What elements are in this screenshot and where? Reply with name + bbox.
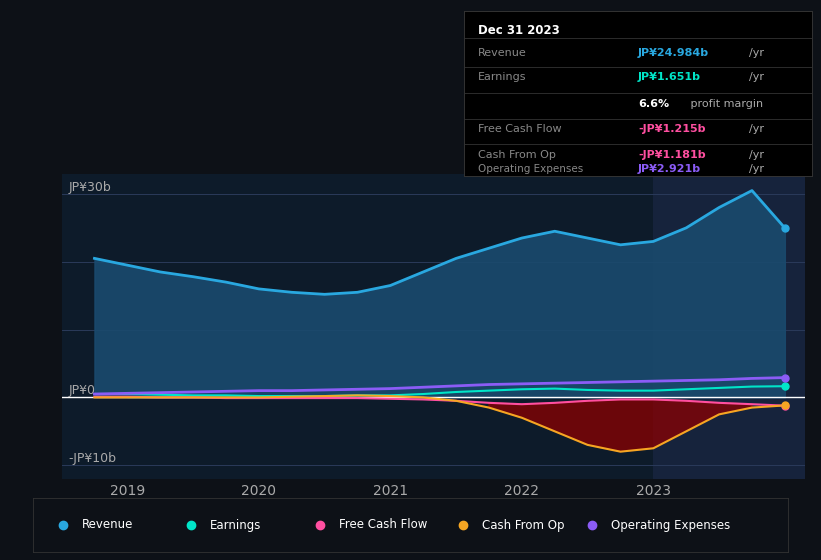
Text: Free Cash Flow: Free Cash Flow [478, 124, 562, 134]
Text: JP¥24.984b: JP¥24.984b [638, 48, 709, 58]
Text: Operating Expenses: Operating Expenses [611, 519, 730, 531]
Text: JP¥30b: JP¥30b [68, 181, 111, 194]
Text: -JP¥1.215b: -JP¥1.215b [638, 124, 705, 134]
Text: Revenue: Revenue [478, 48, 526, 58]
Text: /yr: /yr [750, 164, 764, 174]
Text: Operating Expenses: Operating Expenses [478, 164, 583, 174]
Text: profit margin: profit margin [686, 99, 763, 109]
Text: Earnings: Earnings [210, 519, 262, 531]
Text: /yr: /yr [750, 150, 764, 160]
Text: Dec 31 2023: Dec 31 2023 [478, 24, 560, 36]
Text: Free Cash Flow: Free Cash Flow [339, 519, 427, 531]
Text: -JP¥10b: -JP¥10b [68, 452, 116, 465]
Text: 6.6%: 6.6% [638, 99, 669, 109]
Text: /yr: /yr [750, 124, 764, 134]
Text: /yr: /yr [750, 72, 764, 82]
Text: Cash From Op: Cash From Op [478, 150, 556, 160]
Text: Earnings: Earnings [478, 72, 526, 82]
Text: JP¥2.921b: JP¥2.921b [638, 164, 701, 174]
Text: /yr: /yr [750, 48, 764, 58]
Text: Cash From Op: Cash From Op [482, 519, 565, 531]
Bar [654, 174, 805, 479]
Text: JP¥1.651b: JP¥1.651b [638, 72, 701, 82]
Text: Revenue: Revenue [82, 519, 133, 531]
Text: -JP¥1.181b: -JP¥1.181b [638, 150, 705, 160]
Text: JP¥0: JP¥0 [68, 384, 95, 398]
